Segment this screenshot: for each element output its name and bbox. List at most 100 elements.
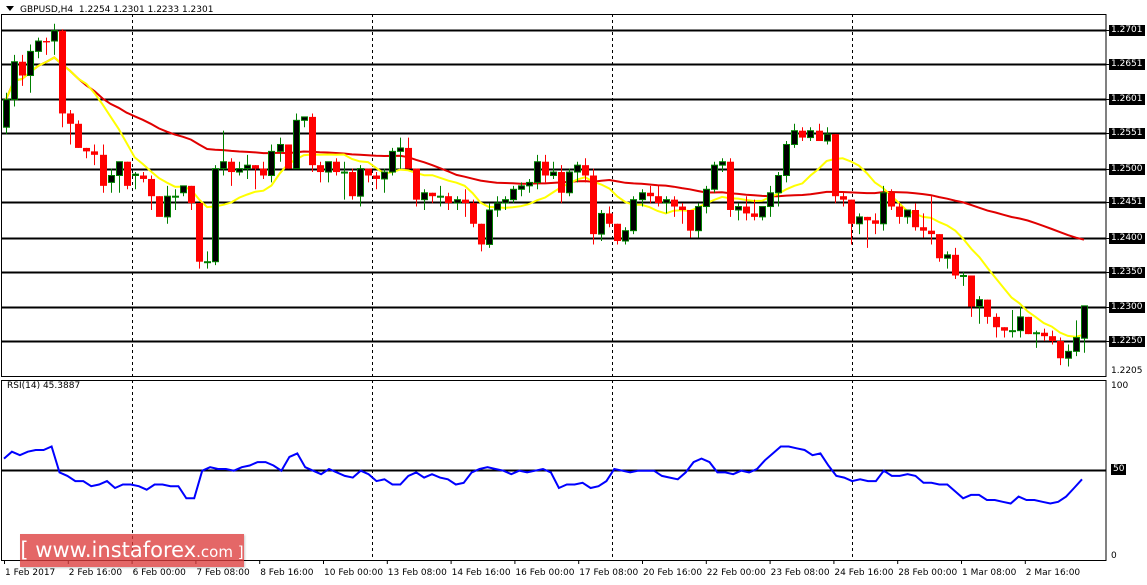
bull-candle [3,92,10,135]
bull-candle [164,185,171,224]
bear-candle [582,158,589,183]
price-level-tag: 1.2451 [1109,197,1145,208]
bear-candle [19,54,26,86]
slow-moving-average [5,56,1085,241]
bull-candle [212,165,219,266]
bull-candle [711,161,718,193]
bull-candle [236,161,243,176]
bear-candle [679,203,686,224]
bear-candle [751,199,758,221]
rsi-panel-frame [1,380,1107,561]
bear-candle [655,185,662,207]
bear-candle [799,127,806,142]
bull-candle [357,165,364,207]
bear-candle [848,199,855,245]
bear-candle [196,203,203,269]
bull-candle [976,296,983,324]
period-separators [132,14,853,560]
time-axis-label: 20 Feb 16:00 [643,568,703,578]
bear-candle [228,158,235,186]
bear-candle [872,213,879,235]
bull-candle [220,130,227,176]
rsi-level-label: 0 [1111,551,1117,561]
time-axis-label: 6 Feb 00:00 [132,568,186,578]
bear-candle [606,206,613,228]
bull-candle [325,161,332,183]
bull-candle [566,168,573,197]
price-level-tag: 1.2651 [1109,59,1145,70]
time-axis-label: 22 Feb 00:00 [706,568,766,578]
bull-candle [824,127,831,145]
watermark-suffix: .com ] [196,543,244,561]
dropdown-triangle-icon[interactable] [6,6,14,11]
bear-candle [743,196,750,221]
time-axis-label: 8 Feb 16:00 [260,568,314,578]
bear-candle [67,109,74,145]
bull-candle [35,37,42,59]
price-level-tag: 1.2400 [1109,233,1145,244]
time-axis-label: 28 Feb 00:00 [898,568,958,578]
bull-candle [534,154,541,190]
bull-candle [341,161,348,200]
bear-candle [333,158,340,176]
bear-candle [140,172,147,183]
bear-candle [832,134,839,204]
bear-candle [542,154,549,183]
bear-candle [365,168,372,183]
bear-candle [43,37,50,55]
bear-candle [727,158,734,217]
bear-candle [309,113,316,173]
bear-candle [687,209,694,238]
bull-candle [783,141,790,183]
time-axis-label: 1 Feb 2017 [5,568,56,578]
bear-candle [188,185,195,210]
bull-candle [510,185,517,204]
price-level-tag: 1.2300 [1109,302,1145,313]
bull-candle [116,161,123,193]
bull-candle [880,185,887,231]
bear-candle [349,168,356,200]
bear-candle [75,120,82,148]
bear-candle [840,192,847,207]
bull-candle [293,113,300,170]
bear-candle [124,161,131,190]
price-level-tag: 1.2500 [1109,164,1145,175]
bull-candle [1073,320,1080,357]
time-axis-label: 7 Feb 08:00 [196,568,250,578]
bear-candle [252,165,259,190]
bull-candle [518,182,525,197]
bear-candle [445,192,452,210]
bull-candle [791,123,798,148]
bear-candle [1057,337,1064,366]
time-axis-label: 24 Feb 16:00 [834,568,894,578]
bull-candle [27,44,34,93]
bull-candle [301,116,308,128]
bull-candle [767,185,774,217]
price-level-tag: 1.2601 [1109,94,1145,105]
bear-candle [1049,330,1056,345]
bear-candle [920,213,927,238]
watermark-text: [ www.instaforex [20,538,197,562]
bull-candle [132,172,139,190]
bull-candle [703,185,710,214]
bear-candle [928,196,935,245]
bear-candle [936,234,943,262]
bull-candle [381,168,388,193]
bull-candle [904,209,911,224]
bull-candle [856,213,863,235]
time-axis-label: 2 Mar 16:00 [1025,568,1081,578]
bull-candle [1033,330,1040,348]
bear-candle [614,223,621,245]
price-level-tag: 1.2551 [1109,128,1145,139]
bull-candle [244,154,251,179]
bear-candle [896,203,903,224]
bull-candle [639,189,646,207]
bull-candle [502,196,509,210]
bull-candle [389,147,396,176]
bear-candle [888,189,895,210]
bear-candle [816,123,823,142]
bull-candle [550,161,557,179]
bear-candle [260,161,267,179]
